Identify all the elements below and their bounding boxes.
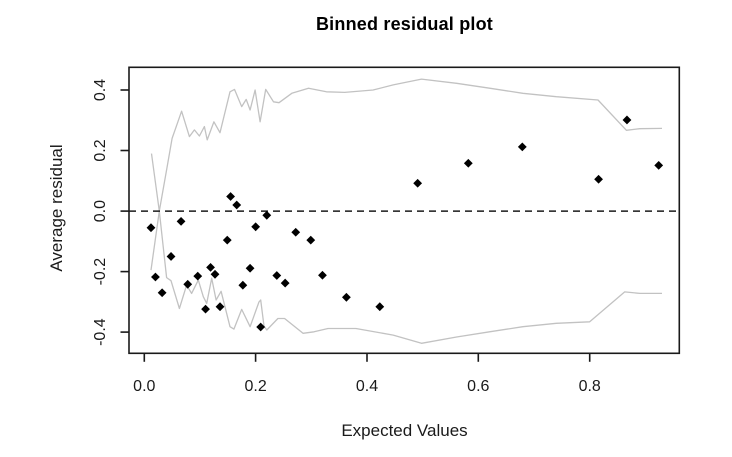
x-axis-label: Expected Values	[341, 421, 468, 440]
data-point	[256, 322, 266, 332]
data-point	[291, 227, 301, 237]
y-axis-label: Average residual	[47, 144, 66, 272]
upper-band-line	[150, 78, 663, 271]
data-point	[201, 304, 210, 314]
data-point	[226, 192, 235, 201]
data-point	[151, 272, 160, 282]
chart-title: Binned residual plot	[315, 14, 493, 34]
x-tick-label: 0.0	[133, 378, 155, 395]
x-tick-label: 0.2	[244, 378, 266, 395]
data-point	[166, 252, 176, 261]
data-point	[375, 302, 385, 312]
data-point	[622, 115, 632, 125]
data-point	[251, 222, 261, 232]
data-point	[157, 288, 167, 298]
data-point	[206, 262, 215, 272]
data-point	[262, 210, 272, 220]
data-point	[594, 174, 603, 184]
data-point	[318, 270, 327, 280]
y-tick-label: 0.0	[92, 200, 109, 222]
data-point	[463, 158, 473, 168]
data-point	[210, 269, 220, 279]
data-point	[238, 280, 248, 290]
data-point	[413, 178, 423, 188]
data-point	[280, 278, 290, 288]
data-point	[517, 142, 527, 152]
y-tick-label: 0.2	[92, 139, 109, 161]
data-point	[654, 160, 664, 170]
data-point	[193, 271, 203, 281]
data-point	[272, 271, 282, 280]
data-point	[341, 292, 351, 302]
data-point	[183, 279, 193, 289]
data-point	[176, 216, 186, 226]
data-point	[215, 302, 225, 312]
x-tick-label: 0.6	[467, 378, 489, 395]
lower-band-line	[150, 153, 662, 344]
data-point	[222, 235, 232, 245]
data-point	[232, 200, 242, 210]
data-point	[306, 235, 316, 245]
data-point	[245, 263, 255, 273]
x-tick-label: 0.4	[356, 378, 378, 395]
y-tick-label: -0.4	[92, 318, 109, 346]
y-tick-label: 0.4	[92, 79, 109, 101]
data-point	[146, 223, 156, 233]
y-tick-label: -0.2	[92, 258, 109, 286]
x-tick-label: 0.8	[579, 378, 601, 395]
plot-frame	[128, 66, 681, 355]
